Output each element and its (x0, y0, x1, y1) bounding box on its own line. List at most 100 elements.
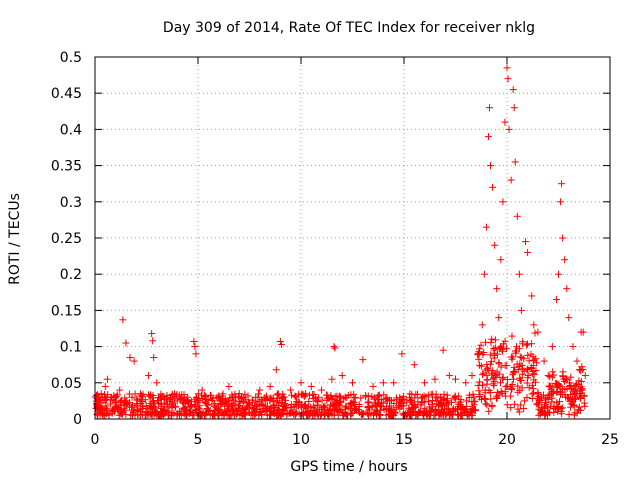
data-point (482, 223, 490, 231)
data-point (201, 391, 209, 399)
data-point (349, 379, 356, 387)
data-point (503, 382, 511, 390)
data-point (210, 410, 218, 418)
data-point (407, 397, 415, 405)
data-point (352, 404, 360, 412)
y-tick-label: 0.2 (60, 267, 82, 283)
data-point (136, 390, 144, 398)
x-tick-labels: 0 5 10 15 20 25 (91, 432, 619, 448)
data-point (529, 362, 537, 370)
data-point (420, 397, 428, 405)
y-tick-label: 0.05 (51, 376, 82, 392)
data-point (328, 375, 336, 383)
data-point (488, 403, 496, 411)
data-point (530, 370, 538, 378)
data-point (192, 406, 200, 414)
data-point (493, 368, 501, 376)
data-point (462, 379, 470, 387)
data-point (474, 350, 482, 358)
data-point (324, 409, 332, 417)
data-point (480, 270, 488, 278)
data-point (512, 349, 520, 357)
data-point (465, 391, 473, 399)
data-point (342, 411, 350, 419)
data-point (383, 397, 391, 405)
data-point (547, 385, 555, 393)
data-point (148, 330, 156, 338)
data-point (510, 400, 518, 408)
data-point (579, 328, 587, 336)
data-point (452, 375, 459, 383)
data-point (144, 410, 152, 418)
data-point (173, 397, 181, 405)
data-point (483, 376, 491, 384)
data-point (233, 408, 241, 416)
data-point (486, 351, 494, 359)
data-point (375, 391, 383, 399)
data-point (169, 399, 177, 407)
data-point (426, 403, 434, 411)
data-point (339, 411, 347, 419)
data-point (513, 360, 521, 368)
data-point (510, 104, 518, 112)
data-point (305, 410, 313, 418)
data-point (420, 409, 428, 417)
data-point (300, 392, 308, 400)
data-point (297, 391, 305, 399)
data-point (342, 402, 350, 410)
data-point (491, 241, 499, 249)
data-point (518, 354, 526, 362)
data-point (302, 405, 310, 413)
data-point (136, 405, 144, 413)
data-point (451, 393, 459, 401)
data-point (107, 393, 115, 401)
data-point (235, 390, 243, 398)
data-point (291, 392, 299, 400)
data-point (357, 394, 365, 402)
data-point (443, 405, 451, 413)
data-point (514, 382, 522, 390)
y-tick-label: 0.35 (51, 159, 82, 175)
y-tick-label: 0.1 (60, 340, 82, 356)
data-point (545, 409, 553, 417)
data-point (541, 401, 549, 409)
data-point (429, 396, 437, 404)
data-point (509, 375, 517, 383)
data-point (154, 399, 162, 407)
data-point (573, 357, 581, 365)
data-point (115, 405, 123, 413)
data-point (509, 371, 517, 379)
data-point (507, 392, 515, 400)
chart-title: Day 309 of 2014, Rate Of TEC Index for r… (163, 20, 535, 36)
data-point (438, 406, 446, 414)
data-point (150, 353, 158, 361)
data-point (499, 198, 507, 206)
data-point (441, 411, 449, 419)
data-point (548, 343, 556, 351)
data-point (486, 389, 494, 397)
data-point (297, 403, 305, 411)
data-point (253, 402, 261, 410)
data-point (497, 379, 505, 387)
data-point (365, 398, 373, 406)
x-tick-label: 25 (601, 432, 619, 448)
data-point (142, 411, 150, 419)
data-point (192, 350, 200, 358)
data-point (307, 382, 315, 390)
data-point (476, 378, 484, 386)
data-point (528, 292, 536, 300)
data-point (414, 398, 422, 406)
data-point (281, 400, 289, 408)
data-point (331, 402, 339, 410)
data-point (117, 399, 125, 407)
x-tick-label: 0 (91, 432, 100, 448)
data-point (580, 399, 588, 407)
data-point (182, 410, 190, 418)
data-point (408, 408, 416, 416)
data-point (168, 402, 176, 410)
data-point (190, 338, 198, 346)
data-point (416, 409, 424, 417)
data-point (368, 393, 376, 401)
data-point (427, 407, 435, 415)
data-point (504, 75, 512, 83)
